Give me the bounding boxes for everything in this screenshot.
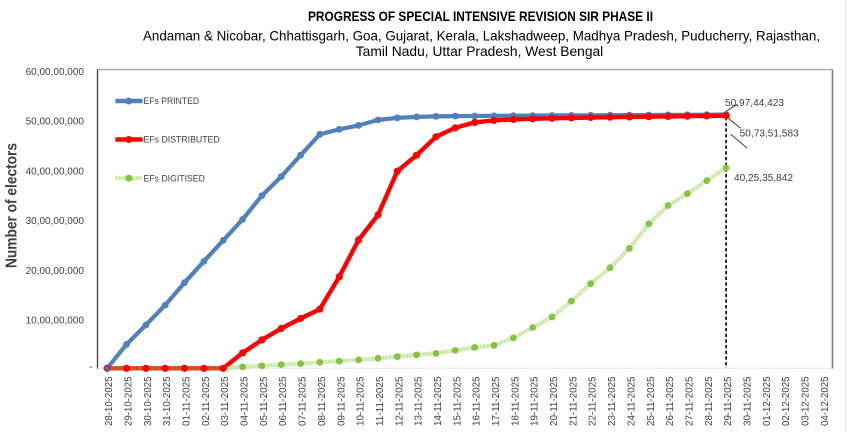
svg-text:60,00,00,000: 60,00,00,000 bbox=[26, 67, 85, 78]
svg-text:Number of electors: Number of electors bbox=[4, 143, 21, 268]
svg-text:15-11-2025: 15-11-2025 bbox=[452, 376, 463, 426]
svg-text:03-11-2025: 03-11-2025 bbox=[220, 376, 231, 426]
svg-text:25-11-2025: 25-11-2025 bbox=[646, 376, 657, 426]
svg-text:16-11-2025: 16-11-2025 bbox=[472, 376, 483, 426]
svg-text:10,00,00,000: 10,00,00,000 bbox=[26, 316, 85, 327]
svg-text:03-12-2025: 03-12-2025 bbox=[801, 376, 812, 426]
svg-text:-: - bbox=[89, 362, 92, 373]
svg-text:24-11-2025: 24-11-2025 bbox=[626, 376, 637, 426]
svg-text:05-11-2025: 05-11-2025 bbox=[259, 376, 270, 426]
svg-text:EFs DISTRIBUTED: EFs DISTRIBUTED bbox=[144, 135, 221, 145]
svg-text:08-11-2025: 08-11-2025 bbox=[317, 376, 328, 426]
svg-text:21-11-2025: 21-11-2025 bbox=[568, 376, 579, 426]
svg-text:18-11-2025: 18-11-2025 bbox=[510, 376, 521, 426]
svg-text:22-11-2025: 22-11-2025 bbox=[588, 376, 599, 426]
svg-text:19-11-2025: 19-11-2025 bbox=[530, 376, 541, 426]
svg-text:30,00,00,000: 30,00,00,000 bbox=[26, 216, 85, 227]
svg-text:07-11-2025: 07-11-2025 bbox=[298, 376, 309, 426]
svg-text:02-12-2025: 02-12-2025 bbox=[781, 376, 792, 426]
svg-text:30-11-2025: 30-11-2025 bbox=[743, 376, 754, 426]
svg-text:06-11-2025: 06-11-2025 bbox=[278, 376, 289, 426]
svg-text:28-10-2025: 28-10-2025 bbox=[104, 376, 115, 426]
svg-text:EFs DIGITISED: EFs DIGITISED bbox=[144, 173, 206, 183]
svg-text:09-11-2025: 09-11-2025 bbox=[336, 376, 347, 426]
svg-text:27-11-2025: 27-11-2025 bbox=[684, 376, 695, 426]
svg-text:04-12-2025: 04-12-2025 bbox=[820, 376, 831, 426]
svg-text:17-11-2025: 17-11-2025 bbox=[491, 376, 502, 426]
svg-text:Andaman & Nicobar, Chhattisgar: Andaman & Nicobar, Chhattisgarh, Goa, Gu… bbox=[143, 27, 820, 43]
svg-text:Tamil Nadu, Uttar Pradesh, Wes: Tamil Nadu, Uttar Pradesh, West Bengal bbox=[356, 43, 604, 59]
svg-text:23-11-2025: 23-11-2025 bbox=[607, 376, 618, 426]
svg-text:EFs PRINTED: EFs PRINTED bbox=[144, 96, 200, 106]
svg-text:40,25,35,842: 40,25,35,842 bbox=[734, 173, 793, 184]
svg-text:50,00,00,000: 50,00,00,000 bbox=[26, 117, 85, 128]
svg-text:13-11-2025: 13-11-2025 bbox=[414, 376, 425, 426]
svg-text:PROGRESS OF SPECIAL INTENSIVE: PROGRESS OF SPECIAL INTENSIVE REVISION S… bbox=[308, 9, 653, 24]
svg-text:31-10-2025: 31-10-2025 bbox=[162, 376, 173, 426]
svg-text:50,73,51,583: 50,73,51,583 bbox=[740, 129, 799, 140]
svg-text:04-11-2025: 04-11-2025 bbox=[240, 376, 251, 426]
svg-text:01-11-2025: 01-11-2025 bbox=[182, 376, 193, 426]
svg-text:10-11-2025: 10-11-2025 bbox=[356, 376, 367, 426]
svg-text:20-11-2025: 20-11-2025 bbox=[549, 376, 560, 426]
svg-text:14-11-2025: 14-11-2025 bbox=[433, 376, 444, 426]
svg-text:02-11-2025: 02-11-2025 bbox=[201, 376, 212, 426]
svg-text:20,00,00,000: 20,00,00,000 bbox=[26, 266, 85, 277]
svg-text:01-12-2025: 01-12-2025 bbox=[762, 376, 773, 426]
svg-text:40,00,00,000: 40,00,00,000 bbox=[26, 166, 85, 177]
svg-text:30-10-2025: 30-10-2025 bbox=[143, 376, 154, 426]
svg-text:26-11-2025: 26-11-2025 bbox=[665, 376, 676, 426]
svg-text:29-10-2025: 29-10-2025 bbox=[124, 376, 135, 426]
svg-text:29-11-2025: 29-11-2025 bbox=[723, 376, 734, 426]
svg-text:50,97,44,423: 50,97,44,423 bbox=[725, 98, 784, 109]
svg-text:28-11-2025: 28-11-2025 bbox=[704, 376, 715, 426]
svg-text:11-11-2025: 11-11-2025 bbox=[375, 376, 386, 426]
svg-text:12-11-2025: 12-11-2025 bbox=[394, 376, 405, 426]
